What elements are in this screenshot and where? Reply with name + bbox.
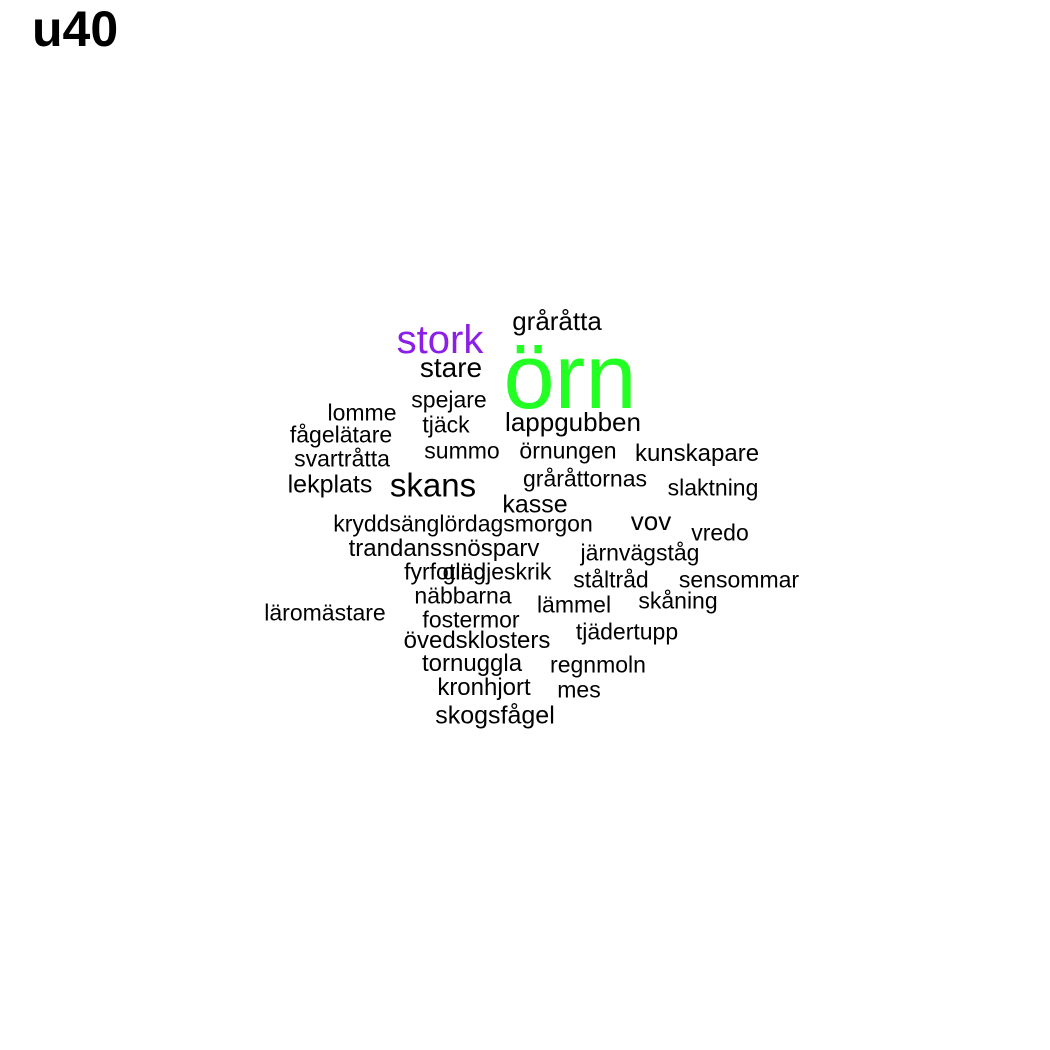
cloud-word: spejare [411, 386, 487, 413]
cloud-word: skogsfågel [435, 701, 555, 730]
cloud-word: kronhjort [437, 674, 531, 701]
cloud-word: fågelätare [289, 421, 393, 448]
cloud-word: vov [630, 506, 672, 536]
cloud-word: regnmoln [550, 651, 646, 678]
cloud-word: sensommar [678, 566, 800, 593]
cloud-word: skans [389, 466, 477, 504]
cloud-word: trandanssnösparv [348, 535, 540, 562]
cloud-word: lämmel [536, 591, 612, 618]
cloud-word: kunskapare [634, 440, 760, 467]
page-title: u40 [32, 1, 119, 57]
cloud-word: gråråtta [512, 306, 602, 336]
cloud-word: fostermor [422, 606, 520, 633]
cloud-word: mes [557, 676, 601, 703]
cloud-word: näbbarna [414, 582, 512, 609]
cloud-word: ståltråd [573, 566, 649, 593]
cloud-word: kryddsänglördagsmorgon [333, 510, 593, 537]
cloud-word: summo [424, 437, 500, 464]
cloud-word: kasse [502, 490, 568, 519]
cloud-word: fyrfoting [404, 558, 486, 585]
cloud-word: stare [419, 352, 483, 383]
cloud-word: tornuggla [421, 650, 523, 677]
cloud-word: lappgubben [505, 407, 641, 437]
cloud-word: tjädertupp [575, 618, 679, 645]
cloud-word: vredo [691, 519, 749, 546]
cloud-word: örnungen [519, 437, 617, 464]
cloud-word: gråråttornas [522, 465, 648, 492]
cloud-word: glädjeskrik [442, 558, 552, 585]
cloud-word: stork [396, 318, 484, 362]
cloud-word: svartråtta [294, 445, 390, 472]
cloud-word: tjäck [422, 411, 470, 438]
cloud-word: övedsklosters [403, 627, 551, 654]
cloud-word: slaktning [667, 474, 759, 501]
cloud-word: skåning [638, 587, 718, 614]
cloud-word: järnvägståg [580, 539, 700, 566]
cloud-word: lekplats [287, 470, 373, 499]
cloud-word: örn [503, 326, 637, 428]
cloud-word: läromästare [264, 599, 386, 626]
cloud-word: lomme [327, 399, 397, 426]
